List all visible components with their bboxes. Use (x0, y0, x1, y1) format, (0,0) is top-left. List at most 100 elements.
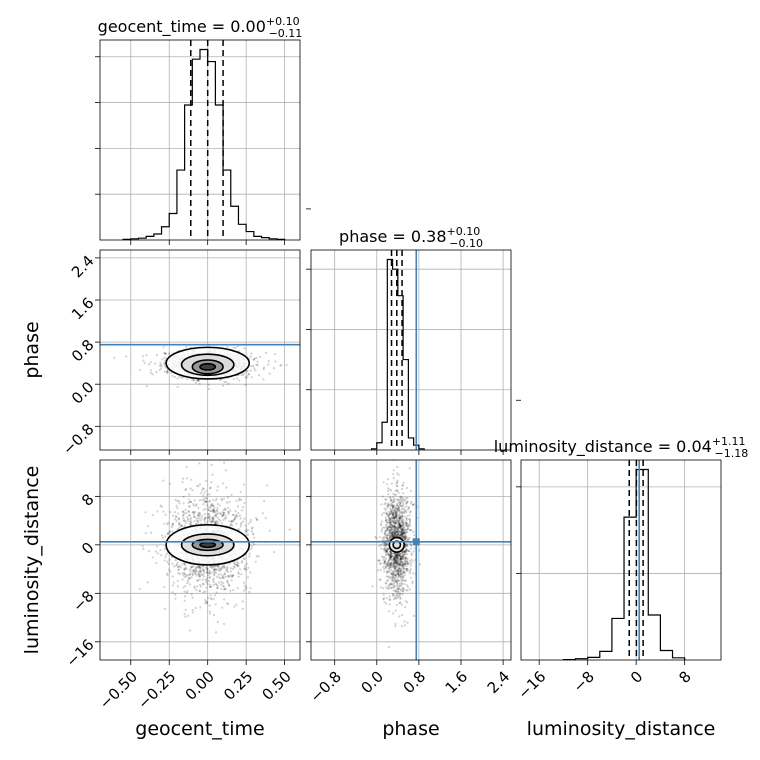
scatter-point (398, 553, 401, 557)
scatter-point (207, 506, 210, 509)
scatter-point (402, 552, 405, 556)
scatter-point (235, 499, 238, 503)
scatter-point (217, 573, 220, 576)
scatter-point (242, 483, 246, 486)
scatter-point (167, 532, 170, 535)
scatter-point (397, 575, 401, 578)
scatter-point (392, 572, 395, 575)
scatter-point (393, 557, 396, 560)
scatter-point (400, 487, 404, 491)
scatter-point (213, 570, 216, 573)
scatter-point (197, 570, 200, 573)
scatter-point (395, 514, 398, 518)
scatter-point (389, 535, 392, 538)
scatter-point (405, 501, 408, 504)
scatter-point (403, 528, 406, 531)
scatter-point (237, 511, 240, 515)
scatter-point (397, 526, 400, 529)
scatter-point (404, 532, 407, 535)
scatter-point (159, 548, 162, 552)
scatter-point (222, 581, 225, 585)
scatter-point (144, 511, 147, 514)
scatter-point (388, 525, 392, 528)
scatter-point (404, 550, 407, 553)
scatter-point (393, 535, 396, 538)
scatter-point (397, 533, 400, 536)
scatter-point (396, 563, 399, 566)
scatter-point (160, 534, 164, 537)
scatter-point (196, 566, 199, 569)
scatter-point (401, 552, 404, 555)
contour-level (199, 362, 217, 371)
scatter-point (234, 516, 237, 519)
scatter-point (226, 579, 229, 582)
scatter-point (390, 535, 394, 538)
scatter-point (409, 528, 412, 532)
scatter-point (208, 515, 211, 518)
scatter-point (176, 579, 179, 583)
scatter-point (386, 526, 389, 530)
scatter-point (391, 513, 394, 516)
scatter-point (384, 557, 388, 560)
scatter-point (226, 570, 230, 574)
scatter-point (387, 564, 390, 568)
scatter-point (252, 364, 255, 367)
scatter-point (399, 503, 402, 506)
scatter-point (391, 569, 394, 572)
scatter-point (387, 538, 390, 542)
scatter-point (411, 580, 414, 583)
x-tick-label: −0.50 (96, 668, 141, 713)
scatter-point (389, 583, 392, 586)
scatter-point (171, 514, 175, 517)
scatter-point (404, 530, 407, 533)
scatter-point (227, 496, 230, 499)
scatter-point (204, 479, 208, 482)
scatter-point (395, 530, 398, 533)
scatter-point (396, 498, 399, 501)
scatter-point (205, 602, 208, 605)
scatter-point (401, 521, 404, 524)
scatter-point (394, 624, 397, 628)
scatter-point (207, 509, 210, 512)
scatter-point (210, 566, 213, 570)
scatter-point (253, 367, 256, 370)
scatter-point (247, 522, 250, 525)
diag-panel-geocent_time (95, 39, 301, 245)
scatter-point (387, 561, 390, 564)
scatter-point (224, 508, 227, 511)
scatter-point (177, 572, 180, 575)
scatter-point (393, 563, 396, 566)
scatter-point (390, 512, 393, 516)
scatter-point (404, 523, 407, 527)
scatter-point (210, 565, 213, 568)
scatter-point (197, 565, 200, 568)
scatter-point (247, 566, 250, 569)
scatter-point (392, 586, 395, 589)
scatter-point (389, 517, 392, 520)
scatter-point (236, 587, 239, 590)
scatter-point (393, 504, 397, 507)
scatter-point (396, 504, 399, 507)
scatter-point (387, 505, 390, 508)
scatter-point (205, 571, 209, 574)
scatter-point (395, 568, 399, 571)
scatter-point (395, 580, 398, 584)
scatter-point (143, 362, 146, 365)
scatter-point (402, 560, 405, 564)
scatter-point (398, 523, 401, 526)
scatter-point (413, 547, 416, 550)
scatter-point (227, 506, 230, 510)
scatter-point (406, 537, 409, 540)
scatter-point (397, 570, 400, 573)
scatter-point (398, 533, 402, 537)
scatter-point (374, 535, 377, 538)
scatter-point (252, 358, 255, 361)
scatter-point (389, 557, 392, 560)
scatter-point (391, 533, 394, 537)
scatter-point (227, 584, 231, 587)
scatter-point (387, 584, 390, 587)
scatter-point (404, 537, 407, 540)
scatter-point (227, 382, 230, 385)
scatter-point (241, 520, 245, 523)
scatter-point (387, 534, 390, 537)
